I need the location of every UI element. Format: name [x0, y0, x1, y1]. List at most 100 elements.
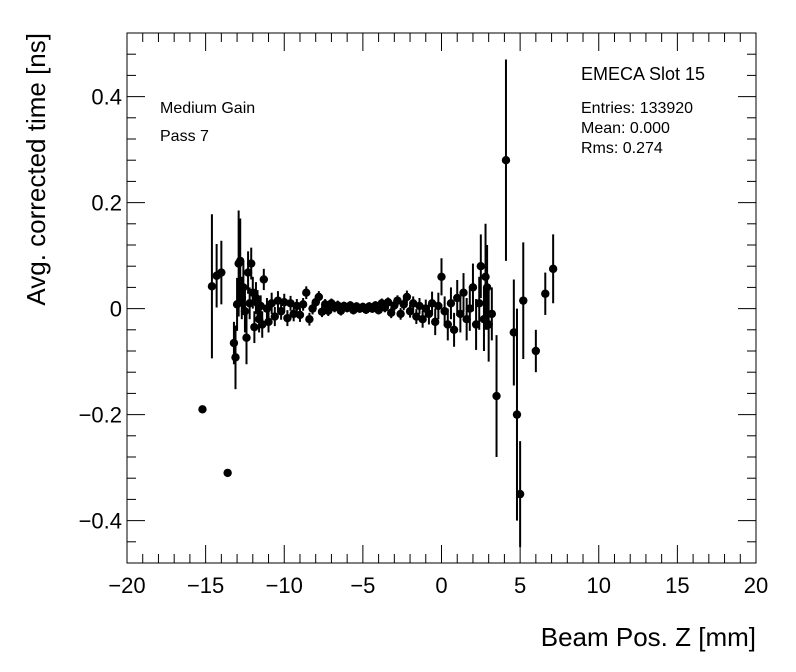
data-point [482, 283, 492, 292]
stats-mean: Mean: 0.000 [581, 120, 670, 137]
data-point [267, 299, 276, 308]
stats-title: EMECA Slot 15 [581, 64, 705, 84]
data-point [548, 264, 558, 274]
data-point [484, 320, 493, 329]
data-point [541, 289, 550, 298]
x-tick-label: 20 [744, 573, 768, 598]
data-point [415, 301, 424, 311]
x-axis-title: Beam Pos. Z [mm] [541, 622, 756, 652]
data-point [243, 268, 253, 277]
data-point [231, 353, 240, 362]
data-point [273, 296, 283, 305]
data-point [465, 304, 475, 313]
data-point [264, 317, 273, 327]
data-point [456, 309, 465, 319]
data-point [276, 307, 286, 316]
x-tick-label: −20 [108, 573, 145, 598]
data-point [250, 322, 259, 332]
data-point [383, 298, 393, 307]
annotation-medium-gain: Medium Gain [160, 100, 255, 117]
data-point [386, 308, 396, 318]
x-tick-label: 5 [514, 573, 526, 598]
data-point [256, 301, 265, 311]
data-point [405, 307, 415, 316]
data-point [324, 306, 333, 315]
data-point [424, 309, 434, 319]
data-point [396, 309, 405, 319]
data-point [412, 312, 421, 321]
data-point [245, 299, 254, 308]
x-tick-label: −10 [266, 573, 303, 598]
data-point [431, 317, 440, 327]
y-tick-labels: −0.4 −0.2 0 0.2 0.4 [79, 85, 122, 534]
data-point [501, 156, 511, 165]
data-point [229, 338, 239, 348]
data-point [408, 299, 418, 308]
data-point [492, 391, 501, 401]
x-tick-label: 15 [665, 573, 689, 598]
data-point [459, 288, 468, 297]
data-point [519, 296, 528, 305]
stats-entries: Entries: 133920 [581, 100, 693, 117]
data-point [236, 256, 245, 266]
data-point [207, 282, 217, 291]
y-tick-label: 0.4 [91, 85, 122, 110]
data-point [475, 299, 484, 308]
x-tick-label: −5 [350, 573, 375, 598]
data-point [468, 283, 478, 292]
data-point [314, 292, 324, 302]
data-point [259, 275, 269, 284]
data-point [320, 300, 330, 309]
y-tick-label: −0.4 [79, 509, 122, 534]
data-point [418, 315, 427, 324]
data-point [393, 296, 402, 305]
axis-ticks [126, 32, 757, 564]
data-point [509, 328, 519, 337]
x-tick-label: 10 [587, 573, 611, 598]
y-tick-label: 0 [110, 297, 122, 322]
data-point [449, 325, 459, 334]
data-point [302, 288, 311, 297]
annotation-pass: Pass 7 [160, 128, 209, 145]
data-point [487, 309, 497, 319]
data-point [402, 292, 412, 302]
data-points [198, 59, 558, 548]
data-point [295, 310, 305, 320]
data-point [240, 307, 250, 316]
data-point [223, 468, 232, 478]
data-point [427, 299, 437, 308]
data-point [239, 283, 248, 292]
data-point [217, 268, 226, 277]
x-tick-label: 0 [435, 573, 447, 598]
data-point [198, 405, 207, 414]
y-axis-title: Avg. corrected time [ns] [21, 33, 51, 306]
data-point [242, 333, 251, 342]
y-tick-label: −0.2 [79, 403, 122, 428]
data-point [305, 315, 314, 324]
data-point [374, 305, 383, 315]
data-point [481, 272, 490, 281]
data-point [437, 272, 446, 281]
x-tick-label: −15 [187, 573, 224, 598]
data-point [462, 315, 471, 324]
data-point [289, 309, 298, 319]
data-point [515, 489, 525, 499]
x-tick-labels: −20 −15 −10 −5 0 5 10 15 20 [108, 573, 768, 598]
data-point [440, 307, 449, 316]
stats-rms: Rms: 0.274 [581, 140, 663, 157]
data-point [531, 346, 541, 356]
y-tick-label: 0.2 [91, 191, 122, 216]
data-point [283, 313, 292, 323]
data-point [512, 410, 522, 419]
data-point [258, 320, 267, 329]
data-point [453, 293, 462, 303]
data-point [446, 299, 456, 308]
data-point [298, 300, 308, 309]
data-point [308, 304, 317, 313]
data-point [443, 320, 452, 329]
data-point [247, 259, 256, 268]
data-point [292, 301, 302, 311]
data-point [286, 299, 295, 308]
data-point [270, 312, 280, 321]
